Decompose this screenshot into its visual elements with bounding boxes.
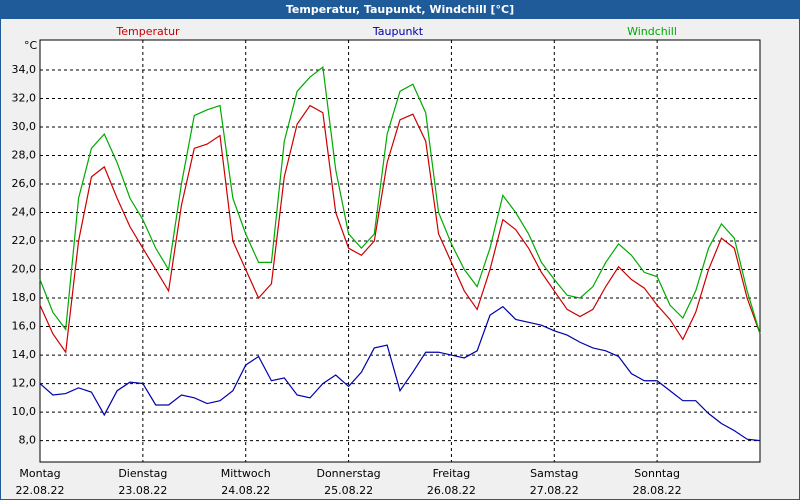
title-bar [0, 0, 800, 19]
x-tick-label: Mittwoch [221, 467, 271, 480]
y-tick-label: 34,0 [12, 63, 37, 76]
y-tick-label: 18,0 [12, 291, 37, 304]
y-tick-label: 8,0 [19, 434, 37, 447]
series-line [39, 305, 761, 442]
x-tick-label: Dienstag [118, 467, 167, 480]
y-tick-label: 26,0 [12, 177, 37, 190]
plot-area [39, 39, 761, 463]
y-tick-label: 20,0 [12, 263, 37, 276]
y-tick-label: 10,0 [12, 405, 37, 418]
legend-entry: Taupunkt [372, 25, 424, 38]
y-tick-label: 24,0 [12, 206, 37, 219]
x-tick-date: 28.08.22 [633, 484, 682, 497]
x-tick-date: 25.08.22 [324, 484, 373, 497]
x-tick-date: 23.08.22 [118, 484, 167, 497]
x-tick-date: 27.08.22 [530, 484, 579, 497]
x-tick-date: 26.08.22 [427, 484, 476, 497]
y-tick-label: 12,0 [12, 377, 37, 390]
y-tick-label: 28,0 [12, 148, 37, 161]
x-tick-label: Donnerstag [316, 467, 380, 480]
legend-entry: Temperatur [115, 25, 180, 38]
x-tick-label: Freitag [433, 467, 471, 480]
series-line [39, 104, 761, 354]
x-tick-label: Montag [19, 467, 60, 480]
y-tick-label: 16,0 [12, 320, 37, 333]
x-tick-date: 22.08.22 [16, 484, 65, 497]
x-tick-label: Samstag [530, 467, 578, 480]
y-tick-label: 14,0 [12, 348, 37, 361]
y-tick-label: 32,0 [12, 91, 37, 104]
legend-entry: Windchill [627, 25, 677, 38]
series-line [39, 65, 761, 334]
x-tick-label: Sonntag [634, 467, 680, 480]
y-tick-label: 22,0 [12, 234, 37, 247]
y-tick-label: 30,0 [12, 120, 37, 133]
x-tick-date: 24.08.22 [221, 484, 270, 497]
chart-title: Temperatur, Taupunkt, Windchill [°C] [286, 3, 514, 16]
y-axis-label: °C [24, 39, 38, 52]
